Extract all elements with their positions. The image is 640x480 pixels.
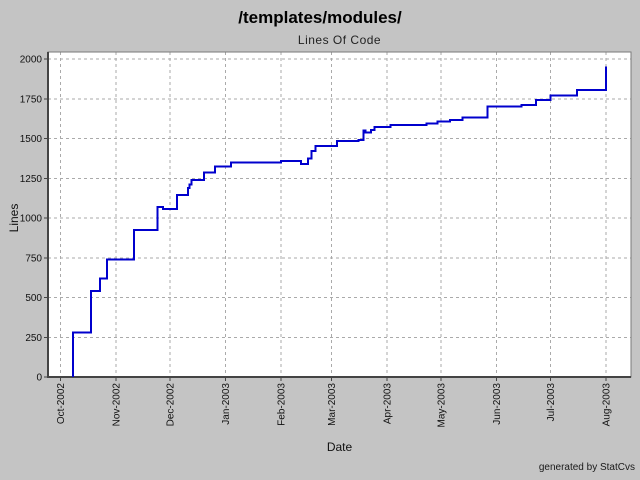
y-axis-title: Lines [7,203,21,233]
statcvs-credit: generated by StatCvs [538,462,635,473]
y-tick-label: 500 [25,293,42,304]
y-tick-label: 1750 [20,94,43,105]
x-tick-label: Nov-2002 [112,383,123,427]
x-tick-label: Oct-2002 [56,383,67,425]
x-tick-label: Jul-2003 [546,383,557,422]
x-tick-label: Aug-2003 [601,383,612,427]
plot-area [48,52,631,377]
page-title: /templates/modules/ [238,8,402,27]
x-axis-title: Date [326,440,353,454]
y-tick-label: 250 [25,333,42,344]
x-tick-label: Jan-2003 [221,383,232,425]
x-tick-label: Apr-2003 [383,383,394,425]
y-tick-label: 1250 [20,174,43,185]
x-tick-label: Mar-2003 [327,383,338,426]
y-tick-label: 750 [25,253,42,264]
x-tick-label: May-2003 [436,383,447,428]
loc-step-line [72,66,607,377]
y-tick-label: 0 [36,373,42,384]
x-tick-label: Dec-2002 [165,383,176,427]
chart-subtitle: Lines Of Code [297,33,382,47]
x-tick-label: Jun-2003 [492,383,503,425]
y-tick-label: 1000 [20,214,43,225]
x-tick-label: Feb-2003 [277,383,288,426]
y-tick-label: 1500 [20,134,43,145]
y-tick-label: 2000 [20,55,43,66]
